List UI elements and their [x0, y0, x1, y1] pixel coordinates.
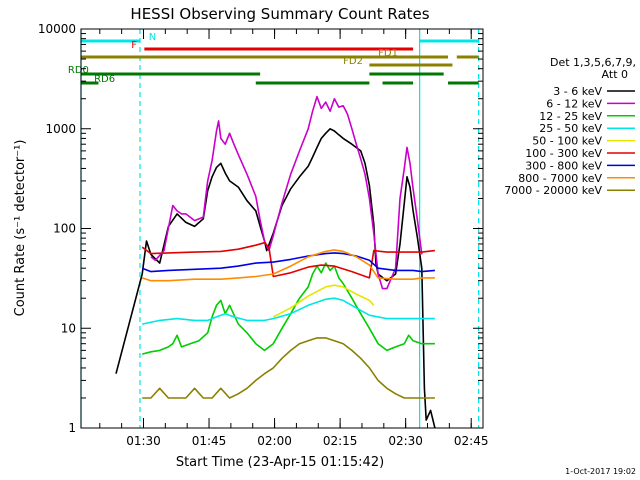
x-tick-label: 02:30: [388, 434, 423, 448]
legend-label: 12 - 25 keV: [539, 110, 602, 123]
footer-timestamp: 1-Oct-2017 19:02: [565, 467, 636, 476]
y-tick-label: 10: [61, 321, 76, 335]
annotation-label: N: [149, 32, 156, 43]
annotation-label: RD6: [94, 74, 115, 85]
x-tick-label: 02:45: [454, 434, 489, 448]
series-line: [272, 284, 375, 318]
legend-label: 50 - 100 keV: [532, 135, 602, 148]
axes: 1 10 100 1000 10000 01:30 01:45 02:00 02:15 02:30…: [38, 22, 489, 448]
series-line: [150, 95, 423, 290]
series-line: [142, 337, 435, 399]
series-line: [141, 252, 435, 273]
y-tick-label: 10000: [38, 22, 76, 36]
annotation-label: F: [131, 40, 137, 51]
data-series: [115, 95, 436, 428]
series-line: [115, 128, 436, 428]
x-tick-label: 02:15: [323, 434, 358, 448]
series-line: [142, 297, 435, 325]
legend-header: Det 1,3,5,6,7,9,: [550, 56, 636, 69]
series-line: [141, 249, 435, 282]
legend-header: Att 0: [602, 68, 628, 81]
annotation-label: RD0: [68, 65, 89, 76]
series-line: [141, 241, 435, 279]
observing-annotations: N F FD1 FD2 RD0 RD6: [68, 32, 479, 85]
x-tick-label: 01:45: [192, 434, 227, 448]
legend-label: 300 - 800 keV: [525, 159, 602, 172]
y-tick-label: 1000: [45, 122, 76, 136]
plot-frame: [80, 28, 484, 429]
legend-label: 6 - 12 keV: [546, 97, 602, 110]
legend-label: 7000 - 20000 keV: [504, 184, 602, 197]
y-tick-label: 1: [68, 421, 76, 435]
annotation-label: FD2: [343, 56, 363, 67]
legend-label: 3 - 6 keV: [553, 85, 602, 98]
annotation-label: FD1: [378, 48, 398, 59]
chart-title: HESSI Observing Summary Count Rates: [130, 5, 429, 23]
x-axis-label: Start Time (23-Apr-15 01:15:42): [176, 455, 384, 470]
legend-label: 100 - 300 keV: [525, 147, 602, 160]
y-tick-label: 100: [53, 222, 76, 236]
legend-label: 800 - 7000 keV: [518, 172, 602, 185]
legend-label: 25 - 50 keV: [539, 122, 602, 135]
y-axis-label: Count Rate (s⁻¹ detector⁻¹): [13, 140, 28, 317]
x-tick-label: 01:30: [126, 434, 161, 448]
x-tick-label: 02:00: [257, 434, 292, 448]
